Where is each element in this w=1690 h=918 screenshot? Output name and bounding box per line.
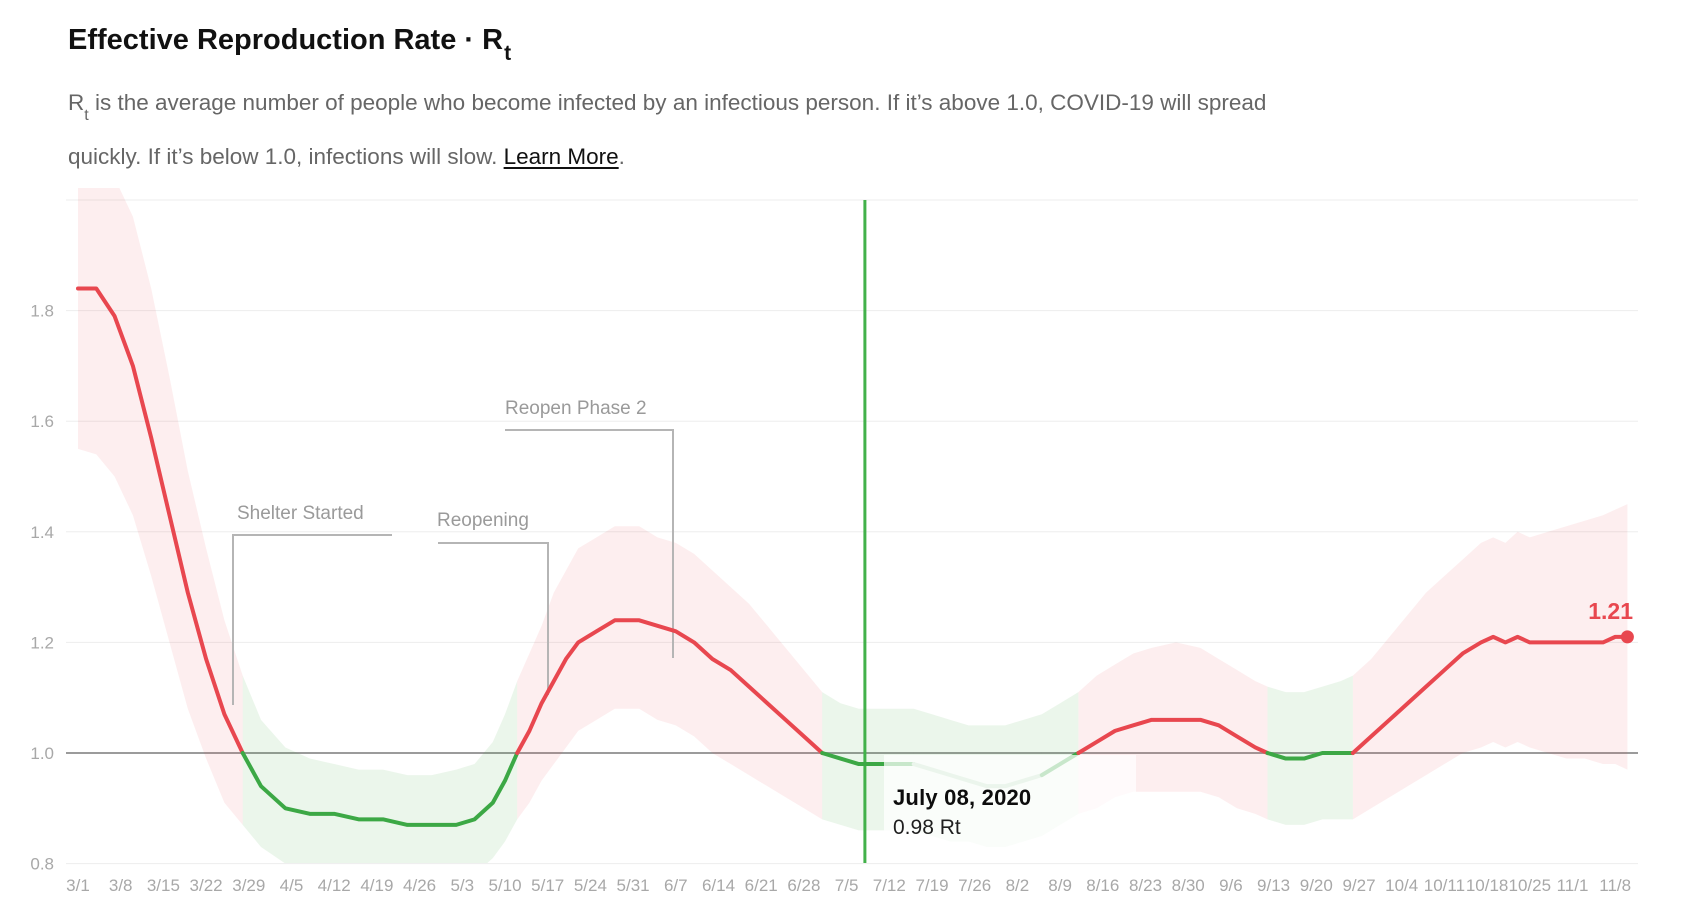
x-tick-label: 5/3 — [450, 876, 474, 895]
x-tick-label: 8/9 — [1048, 876, 1072, 895]
latest-point-dot — [1620, 630, 1634, 644]
x-tick-label: 7/5 — [835, 876, 859, 895]
description-r: R — [68, 90, 85, 115]
confidence-band — [1267, 675, 1353, 825]
page-title: Effective Reproduction Rate · Rt — [68, 24, 512, 65]
learn-more-link[interactable]: Learn More — [503, 143, 619, 169]
confidence-band — [1352, 504, 1628, 820]
x-tick-label: 8/23 — [1129, 876, 1162, 895]
x-tick-label: 10/18 — [1466, 876, 1509, 895]
rt-line-segment — [1350, 634, 1630, 755]
x-tick-label: 7/26 — [958, 876, 991, 895]
x-tick-label: 9/27 — [1342, 876, 1375, 895]
y-tick-label: 1.0 — [30, 744, 54, 763]
x-tick-label: 5/10 — [488, 876, 521, 895]
x-tick-label: 4/5 — [280, 876, 304, 895]
x-tick-label: 6/14 — [702, 876, 735, 895]
x-tick-label: 5/17 — [531, 876, 564, 895]
y-tick-label: 1.6 — [30, 412, 54, 431]
description-line-1: Rt is the average number of people who b… — [68, 80, 1568, 134]
y-tick-label: 1.2 — [30, 633, 54, 652]
annotation-shelter-started: Shelter Started — [237, 503, 364, 524]
x-tick-label: 11/1 — [1557, 876, 1589, 895]
annotation-bracket — [438, 542, 549, 695]
x-tick-label: 10/11 — [1424, 876, 1465, 895]
annotation-reopening: Reopening — [437, 510, 529, 531]
y-tick-label: 0.8 — [30, 855, 54, 874]
title-subscript: t — [504, 41, 512, 65]
annotation-bracket — [232, 534, 392, 705]
x-tick-label: 9/6 — [1219, 876, 1243, 895]
x-tick-label: 3/29 — [232, 876, 265, 895]
x-tick-label: 5/31 — [617, 876, 650, 895]
description-line-1-text: is the average number of people who beco… — [88, 90, 1267, 115]
x-tick-label: 4/12 — [318, 876, 351, 895]
hover-tooltip: July 08, 2020 0.98 Rt — [884, 755, 1136, 852]
y-tick-label: 1.8 — [30, 302, 54, 321]
x-tick-label: 6/21 — [745, 876, 778, 895]
x-tick-label: 4/26 — [403, 876, 436, 895]
x-tick-label: 9/13 — [1257, 876, 1290, 895]
x-tick-label: 7/12 — [873, 876, 906, 895]
description-r-subscript: t — [84, 106, 89, 124]
x-tick-label: 6/28 — [787, 876, 820, 895]
description-line-2-text: quickly. If it’s below 1.0, infections w… — [68, 143, 504, 169]
description-period: . — [618, 143, 625, 169]
chart-description: Rt is the average number of people who b… — [68, 80, 1568, 179]
x-tick-label: 10/4 — [1385, 876, 1418, 895]
confidence-band — [517, 526, 823, 820]
x-tick-label: 3/22 — [190, 876, 223, 895]
latest-value-label: 1.21 — [1588, 598, 1633, 624]
rt-line-segment — [240, 751, 520, 827]
rt-line-segment — [1265, 751, 1355, 761]
rt-line-segment — [515, 618, 825, 755]
x-tick-label: 8/2 — [1006, 876, 1030, 895]
x-tick-label: 11/8 — [1599, 876, 1631, 895]
x-tick-label: 7/19 — [915, 876, 948, 895]
confidence-band — [242, 675, 518, 863]
tooltip-date: July 08, 2020 — [893, 785, 1032, 810]
y-tick-label: 1.4 — [30, 523, 54, 542]
x-tick-label: 5/24 — [574, 876, 607, 895]
x-tick-label: 8/30 — [1172, 876, 1205, 895]
annotation-bracket — [505, 429, 674, 658]
rt-line-segment — [76, 286, 245, 755]
x-tick-label: 10/25 — [1509, 876, 1552, 895]
annotation-reopen-phase-2: Reopen Phase 2 — [505, 398, 647, 419]
x-tick-label: 3/8 — [109, 876, 133, 895]
x-tick-label: 4/19 — [360, 876, 393, 895]
x-tick-label: 3/15 — [147, 876, 180, 895]
description-line-2: quickly. If it’s below 1.0, infections w… — [68, 134, 1568, 179]
page-title-text: Effective Reproduction Rate · R — [68, 24, 504, 56]
tooltip-value: 0.98 Rt — [893, 816, 961, 839]
x-tick-label: 6/7 — [664, 876, 688, 895]
x-tick-label: 3/1 — [66, 876, 90, 895]
confidence-band — [78, 188, 243, 825]
rt-line-segment — [1076, 717, 1270, 755]
x-tick-label: 8/16 — [1086, 876, 1119, 895]
x-tick-label: 9/20 — [1300, 876, 1333, 895]
